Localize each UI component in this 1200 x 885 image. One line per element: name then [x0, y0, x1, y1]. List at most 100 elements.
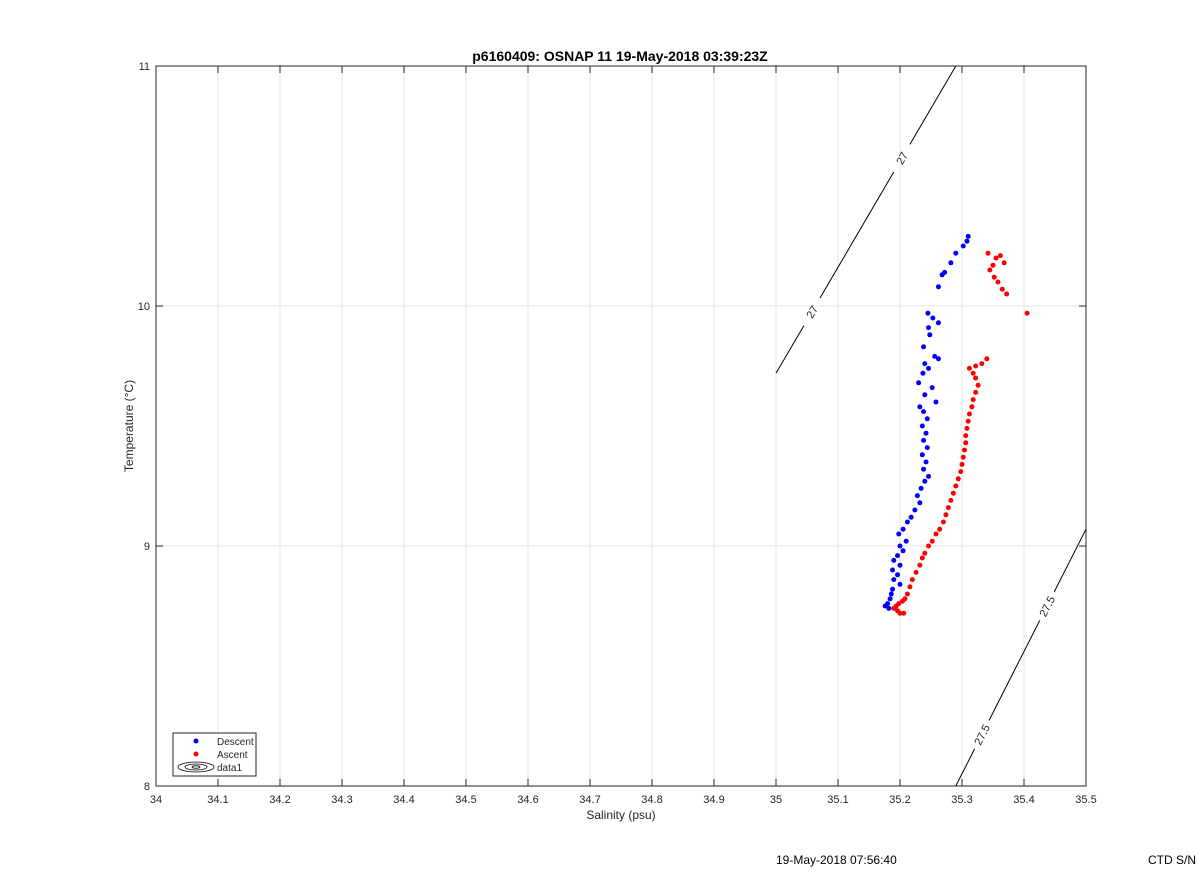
ascent-point	[1024, 310, 1030, 316]
descent-point	[900, 548, 906, 554]
contour-label: 27	[894, 150, 911, 167]
ascent-point	[966, 411, 972, 417]
ascent-point	[904, 591, 910, 597]
ascent-point	[937, 526, 943, 532]
descent-point	[921, 437, 927, 443]
descent-point	[897, 562, 903, 568]
contour-label: 27.5	[973, 723, 993, 748]
descent-point	[914, 493, 920, 499]
descent-point	[897, 581, 903, 587]
descent-point	[939, 272, 945, 278]
descent-point	[922, 478, 928, 484]
ascent-point	[933, 531, 939, 537]
contour-line	[775, 325, 805, 374]
ascent-point	[943, 512, 949, 518]
ascent-point	[973, 375, 979, 381]
x-tick-label: 34.8	[641, 794, 662, 806]
ascent-point	[926, 543, 932, 549]
descent-point	[912, 507, 918, 513]
x-axis-label: Salinity (psu)	[586, 808, 655, 822]
x-tick-label: 34.2	[269, 794, 290, 806]
descent-point	[920, 370, 926, 376]
x-tick-label: 34.6	[517, 794, 538, 806]
descent-point	[935, 320, 941, 326]
ascent-point	[999, 286, 1005, 292]
ascent-point	[897, 610, 903, 616]
ascent-point	[973, 389, 979, 395]
ascent-point	[901, 610, 907, 616]
descent-point	[919, 423, 925, 429]
descent-point	[908, 514, 914, 520]
descent-point	[921, 409, 927, 415]
data-points	[882, 233, 1030, 616]
contour-line	[955, 748, 976, 787]
contour-label: 27	[805, 304, 822, 321]
x-tick-label: 34.7	[579, 794, 600, 806]
legend: Descent Ascent data1	[172, 732, 257, 777]
ascent-point	[990, 262, 996, 268]
ascent-point	[985, 250, 991, 256]
y-tick-label: 10	[138, 301, 150, 313]
descent-point	[917, 404, 923, 410]
ascent-point	[970, 397, 976, 403]
descent-point	[960, 243, 966, 249]
contour-label: 27.5	[1038, 594, 1058, 619]
ascent-point	[995, 279, 1001, 285]
descent-point	[890, 586, 896, 592]
x-tick-label: 35.4	[1013, 794, 1034, 806]
descent-point	[925, 310, 931, 316]
descent-point	[891, 557, 897, 563]
descent-point	[927, 332, 933, 338]
chart-title: p6160409: OSNAP 11 19-May-2018 03:39:23Z	[472, 48, 768, 64]
ascent-point	[961, 447, 967, 453]
descent-point	[930, 315, 936, 321]
footer-timestamp: 19-May-2018 07:56:40	[776, 853, 897, 867]
x-tick-label: 35.1	[827, 794, 848, 806]
contour-line	[988, 620, 1041, 721]
ascent-point	[907, 584, 913, 590]
ascent-point	[1004, 291, 1010, 297]
ascent-point	[965, 418, 971, 424]
x-tick-label: 35	[770, 794, 782, 806]
ascent-point	[973, 363, 979, 369]
grid-lines	[155, 65, 1087, 787]
descent-point	[886, 605, 892, 611]
descent-point	[926, 365, 932, 371]
x-tick-label: 34.5	[455, 794, 476, 806]
descent-point	[890, 567, 896, 573]
ascent-point	[958, 469, 964, 475]
x-tick-label: 34	[150, 794, 162, 806]
descent-point	[891, 577, 897, 583]
ascent-point	[979, 361, 985, 367]
ascent-point	[984, 356, 990, 362]
ascent-point	[959, 461, 965, 467]
descent-point	[924, 416, 930, 422]
descent-point	[888, 591, 894, 597]
x-tick-label: 34.4	[393, 794, 414, 806]
ascent-point	[987, 267, 993, 273]
legend-ascent-label: Ascent	[217, 750, 248, 761]
descent-point	[921, 466, 927, 472]
descent-point	[903, 538, 909, 544]
descent-point	[935, 284, 941, 290]
descent-point	[895, 572, 901, 578]
y-tick-label: 8	[144, 781, 150, 793]
footer-serial: CTD S/N	[1148, 853, 1196, 867]
descent-point	[933, 399, 939, 405]
descent-point	[897, 543, 903, 549]
legend-data1-label: data1	[217, 763, 242, 774]
descent-point	[918, 485, 924, 491]
ascent-point	[955, 476, 961, 482]
contour-line	[819, 171, 895, 299]
ascent-point	[913, 569, 919, 575]
y-axis-ticks: 8 9 10 11	[138, 61, 1086, 793]
legend-descent-label: Descent	[217, 737, 254, 748]
descent-point	[932, 353, 938, 359]
contour-line	[909, 65, 957, 145]
descent-point	[896, 531, 902, 537]
contour-line	[1053, 528, 1087, 593]
ascent-point	[993, 255, 999, 261]
ascent-point	[917, 562, 923, 568]
x-tick-label: 34.9	[703, 794, 724, 806]
